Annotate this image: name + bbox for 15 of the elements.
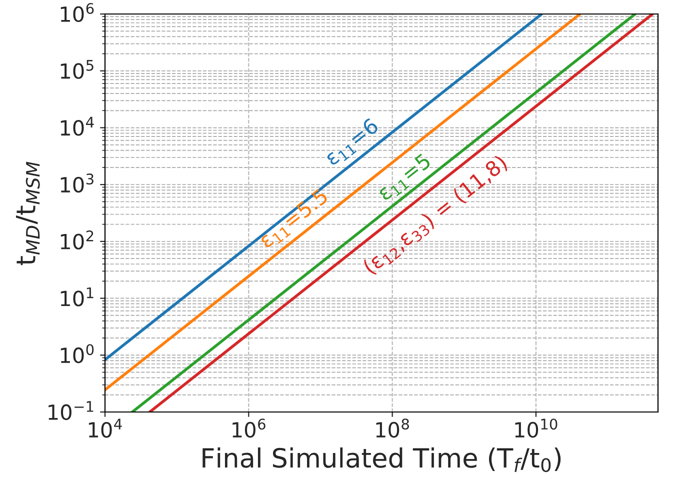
y-axis-title: t$_{MD}$/t$_{MSM}$ — [16, 162, 40, 266]
y-tick-label: 10$^{4}$ — [60, 116, 94, 136]
x-tick-label: 10$^{8}$ — [376, 418, 409, 438]
y-tick-label: 10$^{−1}$ — [48, 401, 94, 420]
x-axis-title: Final Simulated Time (T$_{f}$/t$_{0}$) — [202, 447, 561, 472]
y-tick-label: 10$^{1}$ — [60, 287, 94, 306]
x-tick-label: 10$^{10}$ — [515, 418, 558, 438]
y-tick-label: 10$^{2}$ — [60, 230, 94, 250]
x-tick-label: 10$^{6}$ — [232, 418, 266, 438]
text: ε$_{11}$=5.5 — [258, 188, 331, 251]
x-tick-label: 10$^{4}$ — [88, 418, 122, 438]
y-tick-label: 10$^{0}$ — [60, 344, 94, 364]
y-tick-label: 10$^{5}$ — [60, 60, 94, 79]
y-tick-label: 10$^{6}$ — [60, 2, 94, 22]
y-tick-label: 10$^{3}$ — [60, 174, 94, 193]
